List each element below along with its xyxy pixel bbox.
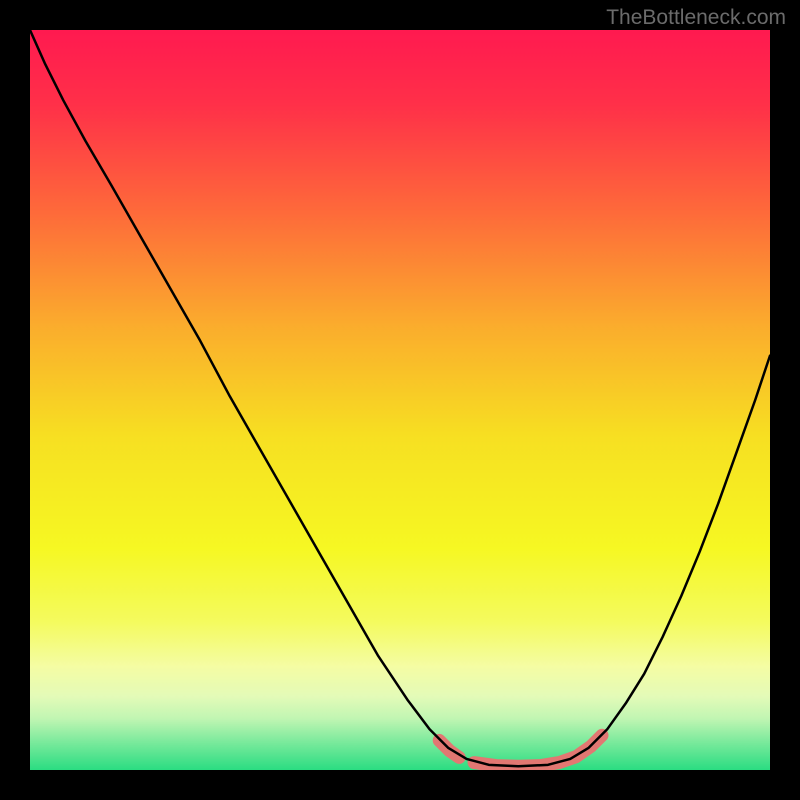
gradient-plot-area	[30, 30, 770, 770]
watermark-text: TheBottleneck.com	[606, 6, 786, 30]
